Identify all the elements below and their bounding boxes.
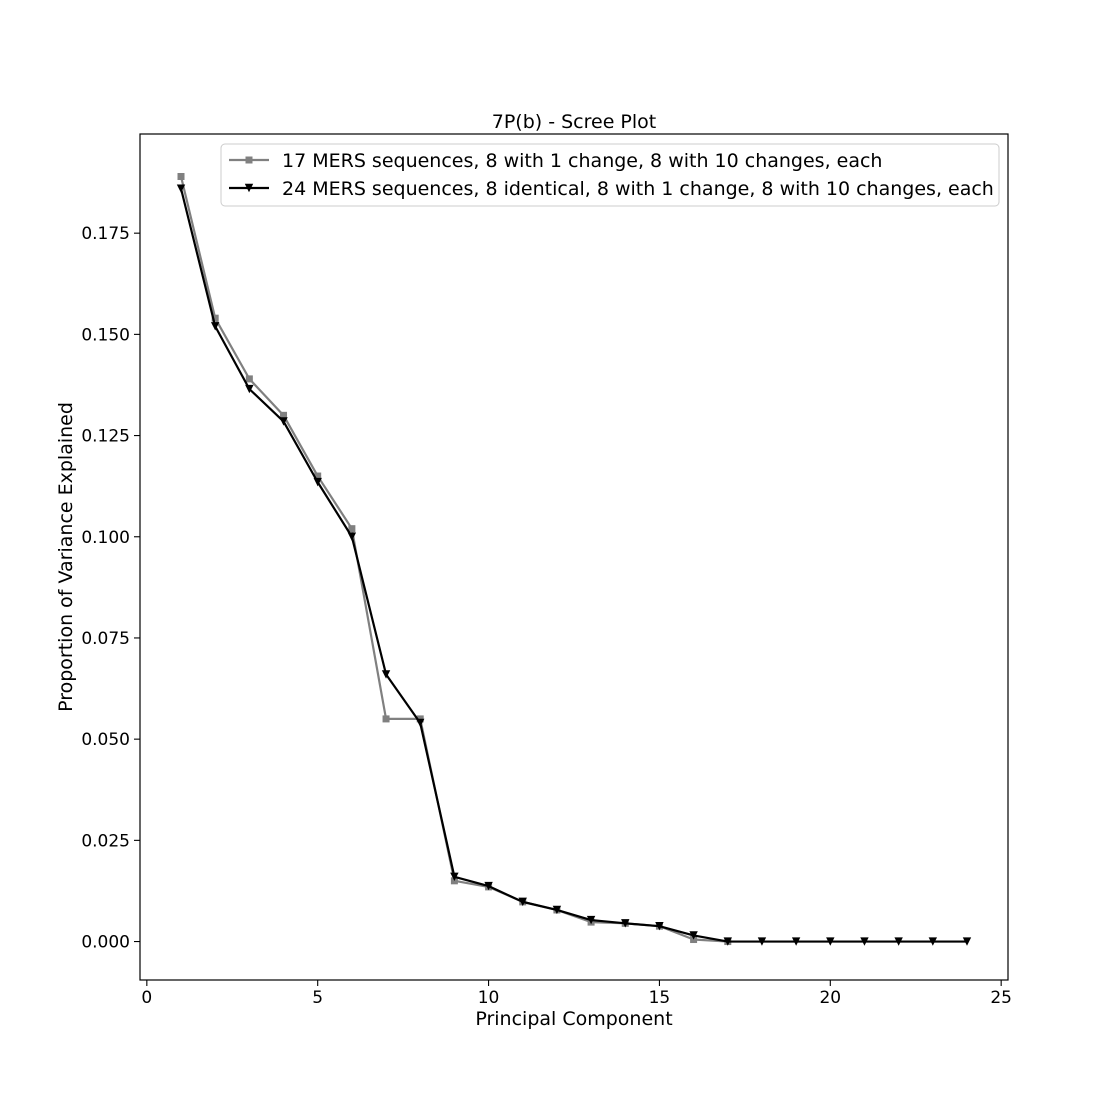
plot-area [176,173,972,946]
series-1-line [179,176,728,943]
series-2-point [655,921,664,931]
series-2-point [860,937,869,946]
legend-box [220,143,1000,207]
series-2-point [450,872,459,881]
series-1-point [245,375,253,383]
legend-marker-swatch [244,183,254,193]
y-tick-label: 0.150 [81,325,130,345]
y-tick-label: 0.000 [81,933,130,953]
series-2-point [245,384,254,394]
x-tick-label: 5 [312,988,323,1008]
plot-frame [139,133,1009,981]
series-2-point [791,937,801,946]
series-2-point [210,322,220,331]
axis-ticks: 0 5 10 15 20 25 0.000 0.025 0.050 0.075 0.100 0.125… [81,224,1012,1008]
series-2-point [518,897,527,907]
series-2-point [552,905,562,915]
series-1-point [280,411,288,419]
legend-entry: 17 MERS sequences, 8 with 1 change, 8 wi… [229,150,882,172]
legend-entry: 24 MERS sequences, 8 identical, 8 with 1… [229,178,994,200]
y-tick-label: 0.050 [81,730,130,750]
series-2-point [347,532,357,541]
series-2-point [279,417,288,426]
series-2-point [586,915,596,925]
series-2-point [928,937,938,946]
series-2-point [826,937,835,946]
legend-label: 24 MERS sequences, 8 identical, 8 with 1… [282,178,994,200]
series-2-point [176,184,186,193]
series-1-point [177,173,185,181]
x-tick-label: 15 [649,988,671,1008]
series-2 [176,184,972,946]
legend: 17 MERS sequences, 8 with 1 change, 8 wi… [220,143,1000,207]
series-2-point [757,937,767,946]
x-tick-label: 0 [141,988,152,1008]
series-2-point [381,670,391,679]
x-tick-label: 25 [990,988,1012,1008]
x-axis-title: Principal Component [475,1008,672,1030]
legend-label: 17 MERS sequences, 8 with 1 change, 8 wi… [282,150,882,172]
y-tick-label: 0.125 [81,427,130,447]
y-tick-label: 0.025 [81,831,130,851]
series-2-point [962,937,972,946]
chart-title: 7P(b) - Scree Plot [492,111,657,133]
series-1 [177,173,732,946]
series-1-point [314,472,322,480]
series-1-point [211,314,219,322]
series-2-point [723,937,732,946]
y-axis-title: Proportion of Variance Explained [55,402,77,712]
series-2-point [416,718,425,728]
y-tick-label: 0.100 [81,528,130,548]
legend-marker-swatch [245,156,253,164]
series-1-point [348,525,356,533]
series-2-point [313,477,322,487]
y-tick-label: 0.075 [81,629,130,649]
series-2-point [894,937,903,946]
series-2-line [179,188,967,943]
y-tick-label: 0.175 [81,224,130,244]
series-2-point [689,931,698,940]
x-tick-label: 20 [819,988,841,1008]
series-2-point [621,919,630,928]
series-2-point [484,881,493,891]
series-1-point [382,715,390,723]
x-tick-label: 10 [478,988,500,1008]
